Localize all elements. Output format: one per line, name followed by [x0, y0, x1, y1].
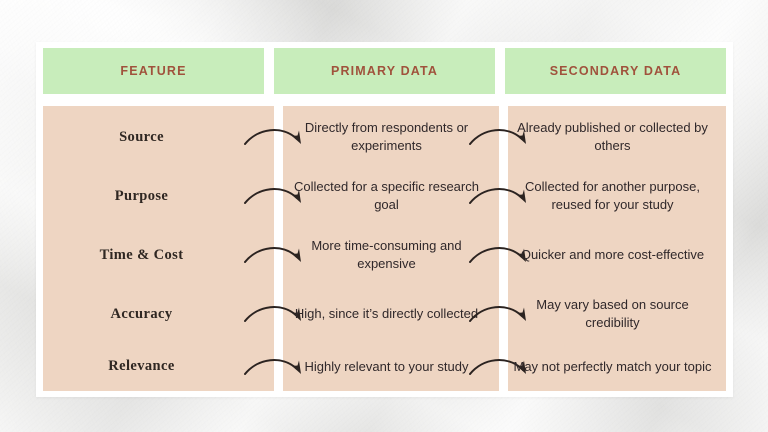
cell-primary-data: High, since it’s directly collected [274, 286, 526, 342]
table-row: Purpose Collected for a specific researc… [43, 168, 726, 224]
cell-feature: Time & Cost [43, 224, 301, 286]
cell-primary-data: Directly from respondents or experiments [274, 106, 526, 168]
table-row: Source Directly from respondents or expe… [43, 106, 726, 168]
feature-label: Source [119, 128, 164, 145]
cell-primary-data: Highly relevant to your study [274, 342, 526, 391]
cell-feature: Source [43, 106, 301, 168]
feature-label: Relevance [108, 358, 175, 374]
primary-value: High, since it’s directly collected [294, 306, 479, 322]
table-row: Time & Cost More time-consuming and expe… [43, 224, 726, 286]
secondary-value: Quicker and more cost-effective [520, 247, 705, 263]
feature-label: Time & Cost [99, 246, 184, 263]
cell-secondary-data: Collected for another purpose, reused fo… [499, 168, 726, 224]
feature-label: Purpose [114, 187, 169, 204]
secondary-value: Collected for another purpose, reused fo… [525, 179, 700, 212]
primary-value: Directly from respondents or experiments [304, 120, 469, 153]
cell-secondary-data: Quicker and more cost-effective [499, 224, 726, 286]
comparison-table-card: FEATURE PRIMARY DATA SECONDARY DATA Sour… [36, 42, 733, 397]
cell-secondary-data: Already published or collected by others [499, 106, 726, 168]
secondary-value: May vary based on source credibility [536, 297, 689, 330]
column-header-feature: FEATURE [43, 48, 264, 94]
primary-value: More time-consuming and expensive [311, 238, 462, 271]
table-body-panel: Source Directly from respondents or expe… [43, 106, 726, 391]
secondary-value: Already published or collected by others [517, 120, 708, 153]
cell-primary-data: Collected for a specific research goal [274, 168, 526, 224]
primary-value: Collected for a specific research goal [294, 179, 479, 212]
cell-secondary-data: May vary based on source credibility [499, 286, 726, 342]
cell-primary-data: More time-consuming and expensive [274, 224, 526, 286]
column-header-primary-data: PRIMARY DATA [274, 48, 495, 94]
table-row: Relevance Highly relevant to your study [43, 342, 726, 391]
feature-label: Accuracy [110, 305, 173, 322]
cell-feature: Purpose [43, 168, 301, 224]
secondary-value: May not perfectly match your topic [513, 358, 712, 374]
table-header-row: FEATURE PRIMARY DATA SECONDARY DATA [36, 48, 733, 94]
cell-feature: Relevance [43, 342, 301, 391]
column-header-secondary-data: SECONDARY DATA [505, 48, 726, 94]
table-row: Accuracy High, since it’s directly colle… [43, 286, 726, 342]
cell-feature: Accuracy [43, 286, 301, 342]
primary-value: Highly relevant to your study [304, 358, 469, 374]
cell-secondary-data: May not perfectly match your topic [499, 342, 726, 391]
